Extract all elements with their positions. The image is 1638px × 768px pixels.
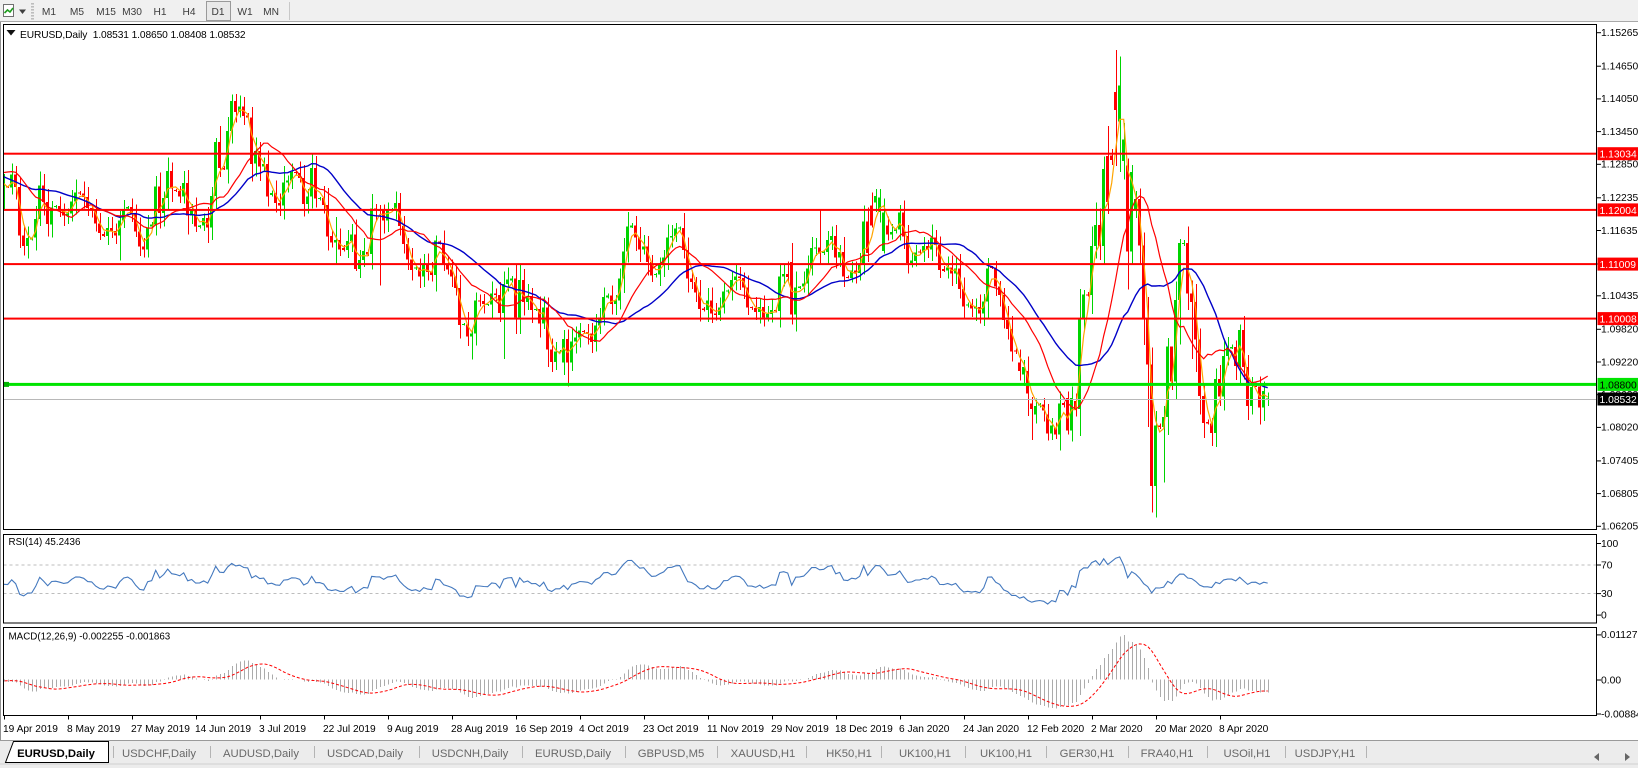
svg-text:D1: D1	[211, 7, 224, 18]
svg-text:8 Apr 2020: 8 Apr 2020	[1219, 724, 1269, 735]
svg-text:GER30,H1: GER30,H1	[1060, 748, 1115, 760]
svg-text:USDCAD,Daily: USDCAD,Daily	[327, 748, 403, 760]
svg-text:GBPUSD,M5: GBPUSD,M5	[638, 748, 705, 760]
svg-text:1.09220: 1.09220	[1601, 357, 1638, 368]
svg-text:16 Sep 2019: 16 Sep 2019	[515, 724, 573, 735]
svg-text:1.09820: 1.09820	[1601, 325, 1638, 336]
svg-text:1.12235: 1.12235	[1601, 193, 1638, 204]
svg-text:-0.008845: -0.008845	[1601, 709, 1638, 720]
svg-text:70: 70	[1601, 560, 1613, 571]
svg-text:0.011277: 0.011277	[1601, 630, 1638, 641]
svg-text:1.10435: 1.10435	[1601, 291, 1638, 302]
svg-text:M5: M5	[70, 7, 84, 18]
svg-text:28 Aug 2019: 28 Aug 2019	[451, 724, 509, 735]
svg-text:23 Oct 2019: 23 Oct 2019	[643, 724, 699, 735]
svg-text:1.06805: 1.06805	[1601, 489, 1638, 500]
svg-text:1.15265: 1.15265	[1601, 28, 1638, 39]
svg-text:2 Mar 2020: 2 Mar 2020	[1091, 724, 1143, 735]
svg-text:0: 0	[1601, 610, 1607, 621]
svg-text:MACD(12,26,9) -0.002255 -0.001: MACD(12,26,9) -0.002255 -0.001863	[9, 632, 171, 643]
svg-text:HK50,H1: HK50,H1	[826, 748, 872, 760]
svg-text:USDCNH,Daily: USDCNH,Daily	[432, 748, 509, 760]
svg-text:UK100,H1: UK100,H1	[980, 748, 1032, 760]
svg-text:4 Oct 2019: 4 Oct 2019	[579, 724, 629, 735]
svg-text:1.13034: 1.13034	[1600, 150, 1637, 161]
svg-text:USDJPY,H1: USDJPY,H1	[1295, 748, 1356, 760]
svg-text:29 Nov 2019: 29 Nov 2019	[771, 724, 829, 735]
svg-text:M15: M15	[96, 7, 116, 18]
svg-text:1.06205: 1.06205	[1601, 522, 1638, 533]
svg-text:22 Jul 2019: 22 Jul 2019	[323, 724, 376, 735]
svg-text:MN: MN	[263, 7, 279, 18]
svg-text:1.14050: 1.14050	[1601, 94, 1638, 105]
svg-text:EURUSD,Daily 1.08531 1.08650: EURUSD,Daily 1.08531 1.08650 1.08408 1.0…	[20, 30, 246, 41]
svg-text:AUDUSD,Daily: AUDUSD,Daily	[223, 748, 299, 760]
svg-text:11 Nov 2019: 11 Nov 2019	[707, 724, 764, 735]
svg-text:18 Dec 2019: 18 Dec 2019	[835, 724, 893, 735]
svg-text:M1: M1	[42, 7, 56, 18]
svg-text:0.00: 0.00	[1601, 675, 1621, 686]
svg-text:W1: W1	[237, 7, 253, 18]
svg-text:USOil,H1: USOil,H1	[1223, 748, 1270, 760]
svg-text:1.08020: 1.08020	[1601, 423, 1638, 434]
svg-text:1.08800: 1.08800	[1600, 380, 1637, 391]
svg-text:27 May 2019: 27 May 2019	[131, 724, 190, 735]
svg-text:1.11635: 1.11635	[1601, 226, 1638, 237]
svg-text:1.12004: 1.12004	[1600, 206, 1637, 217]
svg-text:UK100,H1: UK100,H1	[899, 748, 951, 760]
svg-text:USDCHF,Daily: USDCHF,Daily	[122, 748, 196, 760]
svg-text:30: 30	[1601, 589, 1613, 600]
svg-text:EURUSD,Daily: EURUSD,Daily	[17, 748, 96, 760]
svg-text:100: 100	[1601, 539, 1618, 550]
svg-text:M30: M30	[122, 7, 142, 18]
svg-text:24 Jan 2020: 24 Jan 2020	[963, 724, 1019, 735]
svg-text:H1: H1	[153, 7, 166, 18]
svg-text:1.13450: 1.13450	[1601, 127, 1638, 138]
svg-text:1.08532: 1.08532	[1600, 395, 1637, 406]
svg-text:20 Mar 2020: 20 Mar 2020	[1155, 724, 1213, 735]
svg-text:14 Jun 2019: 14 Jun 2019	[195, 724, 251, 735]
svg-text:19 Apr 2019: 19 Apr 2019	[3, 724, 58, 735]
svg-text:1.14650: 1.14650	[1601, 62, 1638, 73]
svg-text:1.10008: 1.10008	[1600, 315, 1637, 326]
svg-text:1.12850: 1.12850	[1601, 160, 1638, 171]
svg-text:12 Feb 2020: 12 Feb 2020	[1027, 724, 1085, 735]
svg-text:H4: H4	[182, 7, 195, 18]
svg-text:8 May 2019: 8 May 2019	[67, 724, 121, 735]
svg-text:3 Jul 2019: 3 Jul 2019	[259, 724, 306, 735]
svg-text:1.07405: 1.07405	[1601, 456, 1638, 467]
svg-text:XAUUSD,H1: XAUUSD,H1	[731, 748, 796, 760]
svg-text:RSI(14) 45.2436: RSI(14) 45.2436	[9, 537, 81, 548]
svg-text:EURUSD,Daily: EURUSD,Daily	[535, 748, 611, 760]
svg-text:FRA40,H1: FRA40,H1	[1141, 748, 1194, 760]
svg-text:9 Aug 2019: 9 Aug 2019	[387, 724, 439, 735]
svg-text:1.11009: 1.11009	[1600, 260, 1637, 271]
svg-text:6 Jan 2020: 6 Jan 2020	[899, 724, 950, 735]
